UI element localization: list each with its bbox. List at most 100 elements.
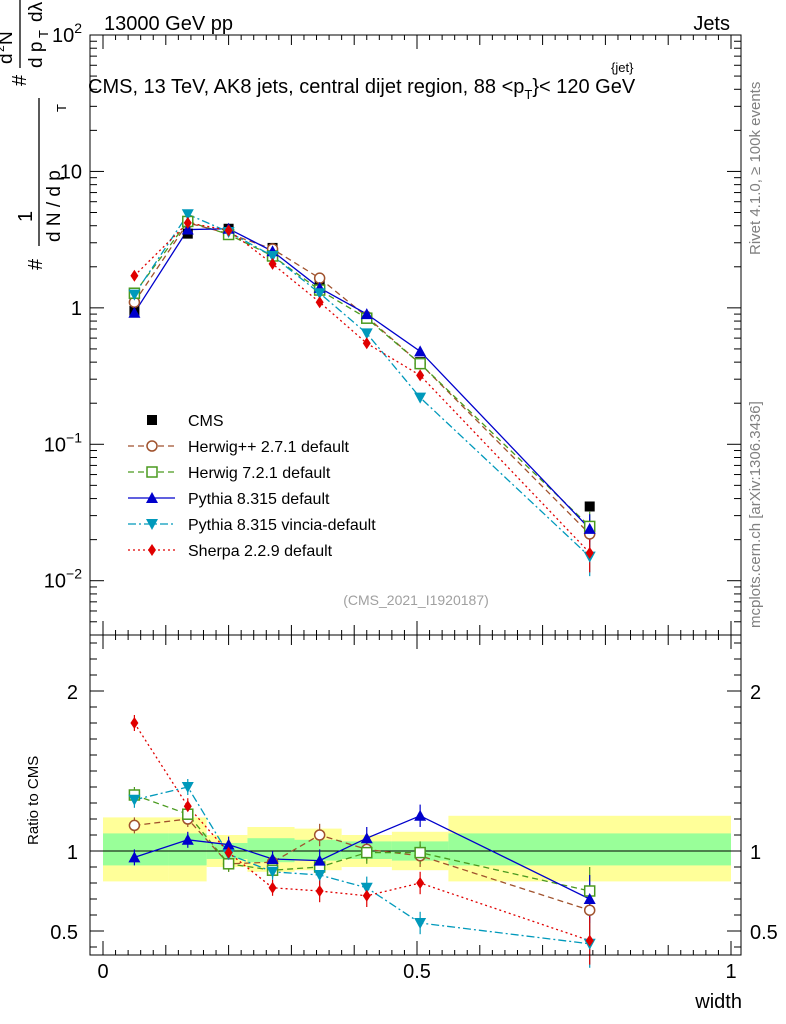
main-point-sherpa: [416, 369, 425, 382]
main-line-herwig7: [133, 220, 591, 527]
ratio-point-vincia: [266, 866, 279, 878]
y-label-denom1-sub: T: [54, 104, 69, 112]
legend-label-herwig7: Herwig 7.2.1 default: [188, 465, 331, 482]
y-label-N: N: [0, 31, 17, 45]
ratio-line-pythia: [134, 815, 590, 900]
ratio-ytick-label-left: 1: [67, 842, 78, 864]
legend-marker-vincia: [146, 519, 158, 530]
y-label-dlambda: dλ: [26, 1, 47, 22]
plot-title-main: CMS, 13 TeV, AK8 jets, central dijet reg…: [88, 76, 524, 98]
ratio-line-herwigpp: [134, 818, 590, 911]
main-point-herwigpp: [313, 272, 326, 284]
ratio-ytick-label-left: 0.5: [50, 922, 78, 944]
ratio-point-vincia: [313, 870, 326, 881]
y-label-dpt-sub: T: [36, 30, 51, 38]
plot-frames: [89, 34, 742, 956]
ratio-point-sherpa: [416, 877, 425, 889]
ratio-ytick-label-left: 2: [67, 682, 78, 704]
main-point-vincia: [266, 250, 279, 262]
y-label-d: d: [0, 53, 17, 64]
legend-marker-herwigpp: [146, 440, 158, 452]
plot-title-sub: T: [524, 87, 532, 102]
ratio-y-label: Ratio to CMS: [25, 756, 42, 845]
main-point-sherpa: [315, 296, 324, 309]
main-point-vincia: [414, 392, 427, 404]
main-point-sherpa: [130, 269, 139, 282]
ratio-point-vincia: [181, 782, 194, 793]
main-ytick-label: 10−2: [44, 566, 82, 593]
main-point-pythia: [128, 306, 141, 318]
main-line-herwigpp: [133, 222, 591, 535]
plot-title-sup: {jet}: [611, 60, 634, 75]
ratio-point-herwig7: [361, 846, 373, 859]
side-label-top: Rivet 4.1.0, ≥ 100k events: [747, 82, 764, 255]
ratio-point-sherpa: [362, 889, 371, 902]
ratio-xtick-label: 0.5: [403, 961, 431, 983]
ratio-xtick-label: 1: [725, 961, 736, 983]
main-point-sherpa: [585, 546, 594, 559]
x-axis-label: width: [694, 991, 742, 1013]
plot-title: CMS, 13 TeV, AK8 jets, central dijet reg…: [88, 76, 636, 102]
ratio-point-vincia: [360, 882, 373, 894]
ratio-xtick-label: 0: [97, 961, 108, 983]
ratio-point-pythia: [266, 853, 279, 864]
ratio-point-vincia: [414, 918, 427, 929]
ratio-point-herwigpp: [313, 829, 326, 841]
ratio-frame: [89, 634, 742, 956]
plot-title-end: }< 120 GeV: [532, 76, 636, 98]
legend-label-sherpa: Sherpa 2.2.9 default: [188, 543, 333, 560]
header-left: 13000 GeV pp: [104, 13, 233, 35]
legend-marker-herwig7: [146, 466, 158, 478]
ratio-point-pythia: [360, 832, 373, 844]
ratio-point-sherpa: [130, 717, 139, 729]
legend-marker-sherpa: [148, 544, 156, 556]
ratio-ytick-label-right: 0.5: [750, 922, 778, 944]
main-point-herwig7: [414, 357, 426, 370]
main-point-pythia: [583, 522, 596, 534]
ratio-point-herwigpp: [128, 819, 141, 832]
ratio-line-sherpa: [133, 722, 590, 942]
main-point-pythia: [414, 345, 427, 357]
ratio-point-herwig7: [222, 858, 235, 870]
header-right: Jets: [693, 13, 730, 35]
main-point-vincia: [360, 328, 373, 340]
ratio-point-pythia: [414, 809, 427, 821]
ratio-point-sherpa: [268, 881, 277, 894]
main-point-vincia: [181, 209, 194, 221]
band-green: [448, 833, 731, 866]
ratio-point-vincia: [128, 794, 141, 806]
axis-ticks: [90, 34, 741, 955]
ratio-point-pythia: [222, 838, 235, 850]
legend: CMS Herwig++ 2.7.1 default Herwig 7.2.1 de…: [128, 413, 376, 560]
y-label-one: 1: [15, 211, 37, 222]
main-ytick-label: 1: [71, 298, 82, 320]
legend-label-cms: CMS: [188, 413, 224, 430]
ratio-point-pythia: [313, 854, 326, 866]
y-label-hash1: #: [25, 258, 47, 270]
main-point-sherpa: [224, 224, 233, 237]
ratio-point-herwigpp: [583, 904, 596, 916]
ratio-point-sherpa: [585, 934, 594, 947]
y-label-denom1: d N / d p: [44, 170, 65, 242]
main-point-vincia: [128, 289, 141, 301]
main-point-vincia: [313, 288, 326, 300]
ratio-point-pythia: [128, 851, 141, 863]
ratio-point-herwig7: [414, 846, 426, 859]
ratio-ytick-label-right: 1: [750, 842, 761, 864]
main-point-sherpa: [362, 337, 371, 350]
legend-label-vincia: Pythia 8.315 vincia-default: [188, 517, 376, 534]
analysis-id: (CMS_2021_I1920187): [343, 592, 489, 608]
main-ytick-label: 10: [60, 161, 82, 183]
main-point-cms: [584, 501, 595, 512]
axis-tick-labels: 10−2 10−1 1 10 102 0.5 0.5 1 1 2 2 0 0.5 1: [44, 20, 778, 983]
ratio-point-sherpa: [315, 885, 324, 897]
main-ytick-label: 10−1: [44, 429, 82, 456]
ratio-point-pythia: [181, 833, 194, 845]
legend-marker-pythia: [146, 492, 158, 503]
main-point-sherpa: [268, 257, 277, 270]
y-label-dpt: d p: [26, 42, 47, 68]
main-ytick-label: 102: [52, 20, 82, 47]
main-line-pythia: [133, 228, 591, 530]
data-markers: [128, 209, 596, 950]
